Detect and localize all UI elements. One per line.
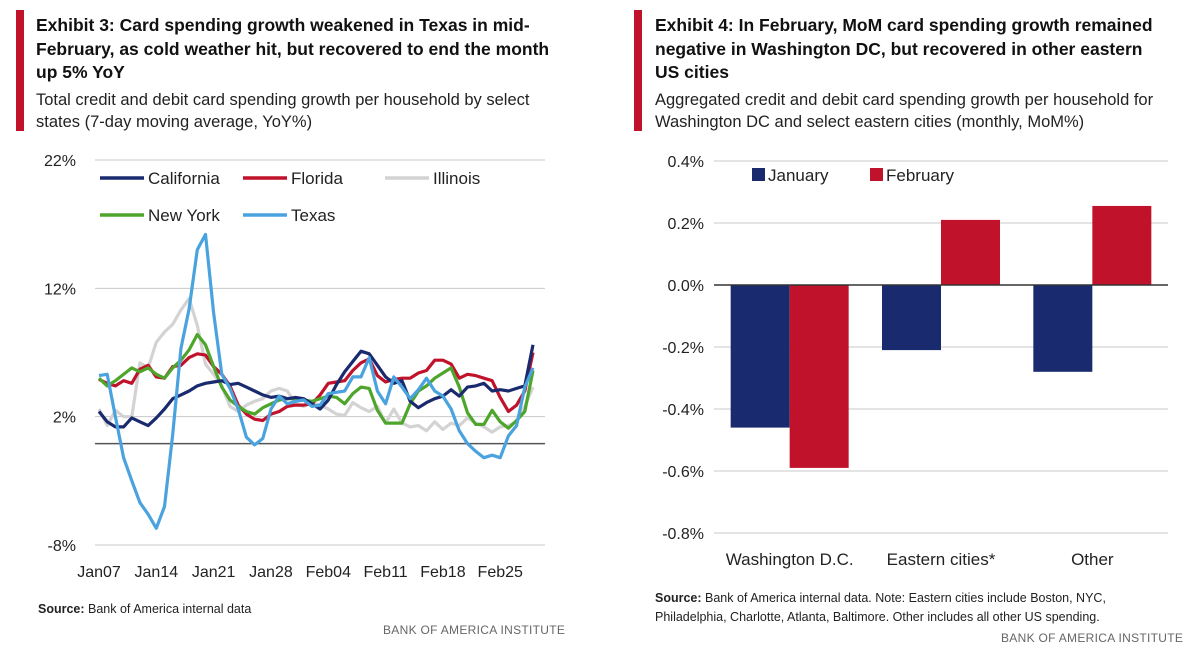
x-tick-label: Jan14 bbox=[135, 564, 179, 581]
exhibit-4-panel: Exhibit 4: In February, MoM card spendin… bbox=[590, 0, 1191, 651]
exhibit-3-brand: BANK OF AMERICA INSTITUTE bbox=[383, 623, 566, 637]
series-line-illinois bbox=[97, 297, 535, 434]
y-tick-label: -8% bbox=[48, 538, 76, 555]
x-tick-label: Feb11 bbox=[364, 564, 408, 581]
y-tick-label: 0.4% bbox=[668, 154, 704, 171]
line-chart: 22% 12% 2% -8%Jan07 Jan14 Jan21 Jan28 Feb04 Feb1… bbox=[44, 153, 545, 581]
x-tick-label: Feb04 bbox=[306, 564, 351, 581]
y-tick-label: -0.6% bbox=[662, 464, 704, 481]
y-tick-label: -0.8% bbox=[662, 526, 704, 543]
bar-chart: 0.4% 0.2% 0.0% -0.2% -0.4% -0.6% -0.8% Washingt… bbox=[662, 154, 1168, 569]
legend-label-february: February bbox=[886, 166, 955, 185]
category-label: Other bbox=[1071, 550, 1114, 569]
legend-label-texas: Texas bbox=[291, 206, 335, 225]
x-tick-label: Jan21 bbox=[192, 564, 236, 581]
y-tick-label: -0.2% bbox=[662, 340, 704, 357]
legend-swatch-february bbox=[870, 168, 883, 181]
legend-label-california: California bbox=[148, 169, 220, 188]
bar-january bbox=[1033, 285, 1093, 372]
category-label: Washington D.C. bbox=[726, 550, 854, 569]
exhibit-3-source-text: Bank of America internal data bbox=[84, 602, 252, 616]
bar-february bbox=[789, 285, 849, 468]
exhibit-3-accent-bar bbox=[16, 10, 24, 131]
x-tick-label: Feb25 bbox=[478, 564, 523, 581]
y-tick-label: 12% bbox=[44, 281, 76, 298]
legend-label-january: January bbox=[768, 166, 829, 185]
exhibit-4-subtitle: Aggregated credit and debit card spendin… bbox=[655, 91, 1154, 131]
y-tick-label: -0.4% bbox=[662, 402, 704, 419]
bar-february bbox=[941, 219, 1000, 285]
exhibit-4-source-label: Source: bbox=[655, 591, 702, 605]
exhibit-4-source: Source: Bank of America internal data. N… bbox=[655, 589, 1160, 627]
y-tick-label: 22% bbox=[44, 153, 76, 170]
legend-swatch-january bbox=[752, 168, 765, 181]
exhibit-4-accent-bar bbox=[634, 10, 642, 131]
exhibit-4-source-text: Bank of America internal data. Note: Eas… bbox=[655, 591, 1106, 624]
series-line-texas bbox=[98, 232, 535, 530]
exhibit-4-title: Exhibit 4: In February, MoM card spendin… bbox=[655, 15, 1153, 82]
bar-january bbox=[882, 285, 941, 351]
exhibit-4-brand: BANK OF AMERICA INSTITUTE bbox=[1001, 631, 1184, 645]
exhibit-3-title: Exhibit 3: Card spending growth weakened… bbox=[36, 15, 550, 82]
exhibit-3-panel: Exhibit 3: Card spending growth weakened… bbox=[0, 0, 590, 651]
legend-label-illinois: Illinois bbox=[433, 169, 480, 188]
category-label: Eastern cities* bbox=[887, 550, 996, 569]
x-tick-label: Feb18 bbox=[420, 564, 465, 581]
x-tick-label: Jan07 bbox=[77, 564, 121, 581]
series-line-new-york bbox=[97, 332, 535, 430]
exhibit-3-subtitle: Total credit and debit card spending gro… bbox=[36, 91, 530, 131]
x-tick-label: Jan28 bbox=[249, 564, 293, 581]
bar-february bbox=[1092, 205, 1152, 285]
legend-label-florida: Florida bbox=[291, 169, 344, 188]
legend-label-new-york: New York bbox=[148, 206, 220, 225]
y-tick-label: 2% bbox=[53, 410, 76, 427]
bar-january bbox=[730, 285, 790, 428]
exhibit-3-source: Source: Bank of America internal data bbox=[38, 600, 558, 619]
y-tick-label: 0.0% bbox=[668, 278, 704, 295]
exhibit-3-source-label: Source: bbox=[38, 602, 85, 616]
y-tick-label: 0.2% bbox=[668, 216, 704, 233]
